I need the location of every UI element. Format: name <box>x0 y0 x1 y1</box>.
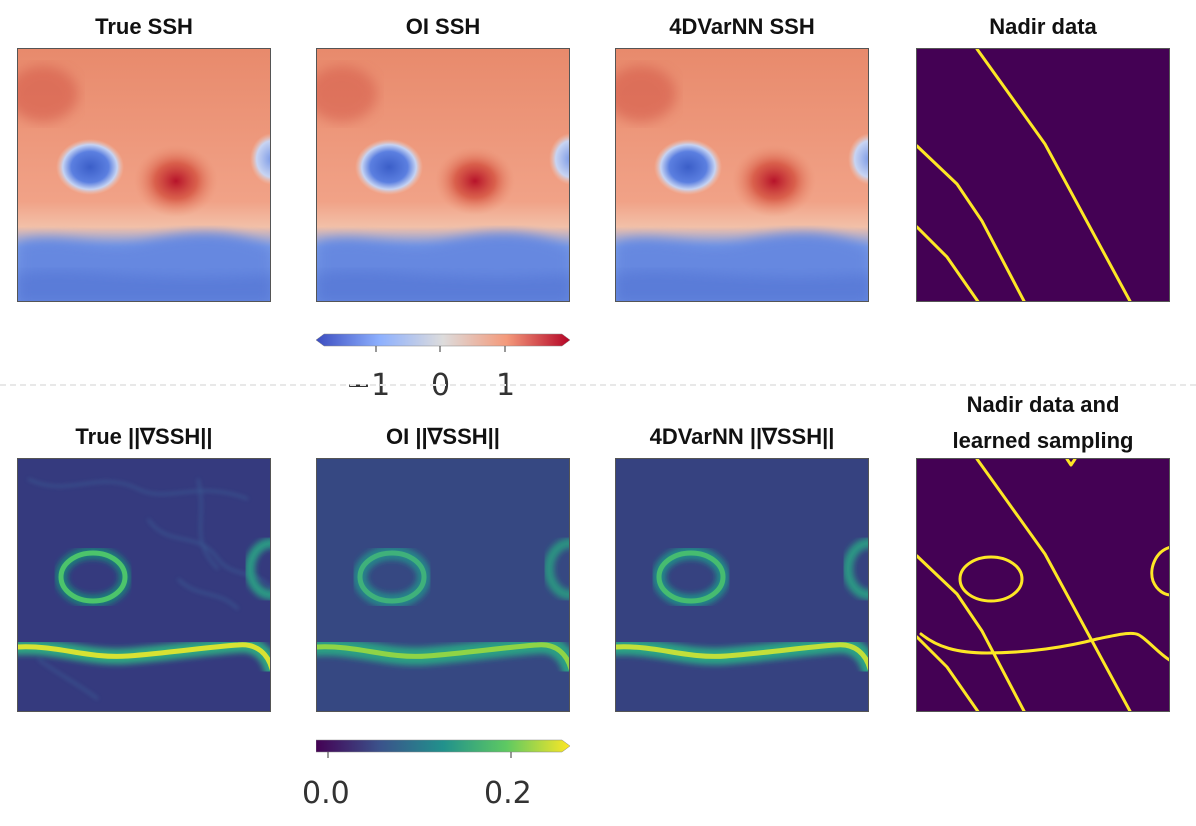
colorbar-ssh-tick-neg1: −1 <box>346 368 391 403</box>
title-4dvarnn-grad: 4DVarNN ||∇SSH|| <box>649 424 835 449</box>
colorbar-ssh-tick-1: 1 <box>496 368 516 403</box>
row-separator <box>0 384 1196 386</box>
panel-nadir-learned-sampling <box>916 458 1170 712</box>
title-true-ssh: True SSH <box>95 14 193 39</box>
panel-4dvarnn-grad <box>615 458 869 712</box>
title-oi-grad: OI ||∇SSH|| <box>386 424 500 449</box>
title-nadir-learned-line1: Nadir data and <box>966 392 1120 417</box>
panel-true-grad <box>17 458 271 712</box>
colorbar-grad-tick-0: 0.0 <box>302 776 350 811</box>
title-4dvarnn-ssh: 4DVarNN SSH <box>669 14 815 39</box>
title-oi-ssh: OI SSH <box>405 14 481 39</box>
panel-oi-grad <box>316 458 570 712</box>
colorbar-grad-tick-0-2: 0.2 <box>484 776 532 811</box>
panel-4dvarnn-ssh <box>615 48 869 302</box>
panel-oi-ssh <box>316 48 570 302</box>
title-nadir-data: Nadir data <box>989 14 1097 39</box>
panel-nadir-data <box>916 48 1170 302</box>
title-true-grad: True ||∇SSH|| <box>75 424 213 449</box>
colorbar-ssh-tick-0: 0 <box>431 368 451 403</box>
panel-true-ssh <box>17 48 271 302</box>
title-nadir-learned-line2: learned sampling <box>952 428 1134 453</box>
colorbar-grad <box>315 738 571 758</box>
colorbar-ssh <box>315 332 571 352</box>
